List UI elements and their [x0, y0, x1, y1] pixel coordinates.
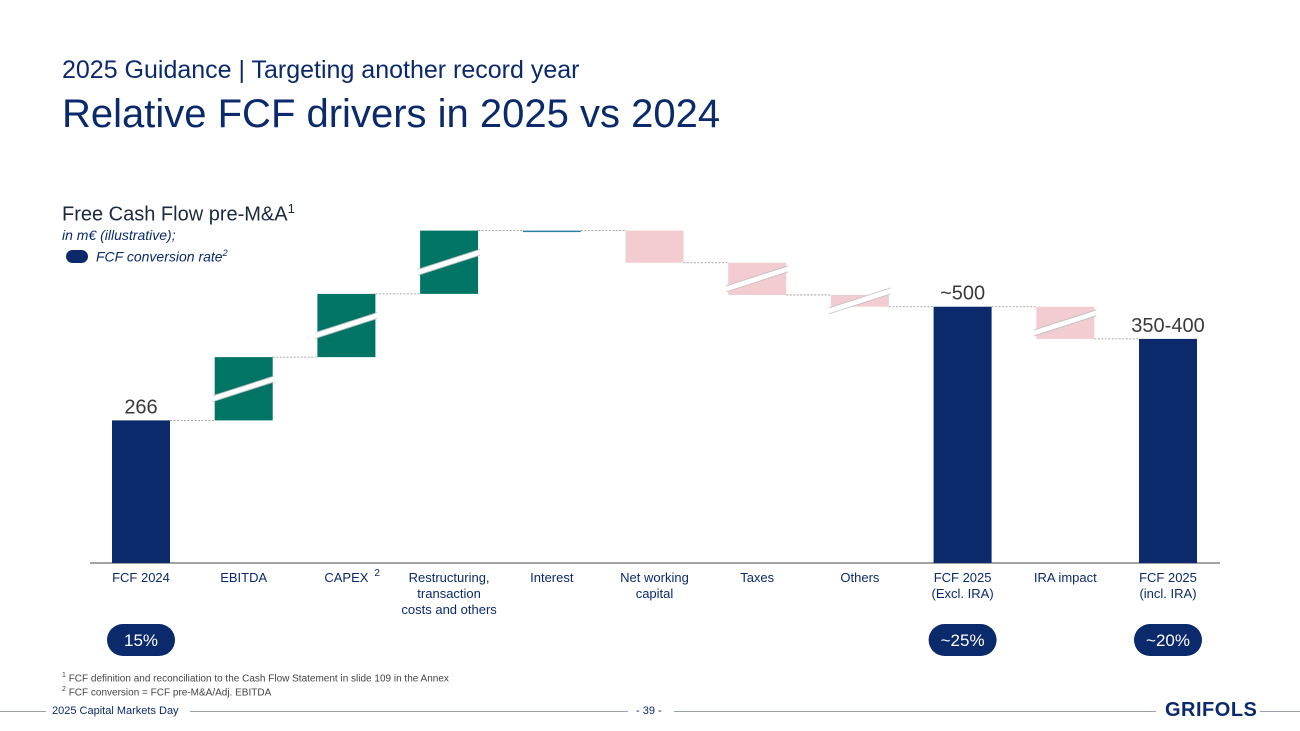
axis-break-mark — [315, 312, 378, 333]
footnote-1: 1 FCF definition and reconciliation to t… — [62, 672, 449, 684]
category-label-line: FCF 2025 — [934, 570, 992, 585]
legend-label-text: FCF conversion rate — [96, 248, 223, 265]
axis-break-mark — [315, 318, 378, 339]
axis-break-mark — [314, 313, 379, 338]
footnote-2-text: FCF conversion = FCF pre-M&A/Adj. EBITDA — [68, 687, 272, 699]
category-label-line: CAPEX — [324, 570, 368, 585]
legend-marker — [66, 249, 88, 263]
category-label: Interest — [530, 570, 574, 585]
footer-rule-center-left — [190, 711, 628, 712]
axis-break-mark — [725, 266, 789, 292]
footnote-2: 2 FCF conversion = FCF pre-M&A/Adj. EBIT… — [62, 686, 271, 698]
chart-heading: Free Cash Flow pre-M&A1 — [62, 201, 295, 227]
axis-break-mark — [211, 376, 276, 402]
conversion-rate-pill — [1134, 624, 1202, 656]
bar-value-label: 266 — [124, 396, 157, 418]
category-label: Restructuring, transaction costs and other… — [401, 570, 497, 617]
footnote-2-ref: 2 — [62, 686, 66, 693]
axis-break-mark — [828, 293, 892, 315]
footnote-1-ref: 1 — [62, 672, 66, 679]
footer-event: 2025 Capital Markets Day — [52, 705, 179, 717]
category-label-line: (Excl. IRA) — [932, 586, 994, 601]
bar-value-label: ~500 — [940, 283, 985, 305]
axis-break-mark — [417, 254, 481, 276]
axis-break-mark — [1034, 315, 1097, 337]
axis-break-mark — [726, 271, 789, 293]
category-label-line: Restructuring, — [409, 570, 490, 585]
chart-heading-text: Free Cash Flow pre-M&A — [62, 203, 288, 226]
axis-break-mark — [828, 288, 892, 314]
category-label: EBITDA — [220, 570, 267, 585]
category-label: Net working capital — [620, 570, 689, 601]
category-label-line: capital — [636, 586, 674, 601]
category-label: Others — [840, 570, 880, 585]
category-footnote-ref: 2 — [374, 568, 380, 579]
axis-break-mark — [212, 381, 275, 403]
category-label: FCF 2025 (incl. IRA) — [1139, 570, 1197, 601]
axis-break-mark — [417, 249, 481, 275]
category-label: CAPEX — [324, 570, 368, 585]
conversion-rate-pill — [107, 624, 175, 656]
footer-rule-right — [1260, 711, 1300, 712]
footnote-1-text: FCF definition and reconciliation to the… — [68, 673, 449, 685]
category-label-line: Others — [840, 570, 880, 585]
category-label: FCF 2024 — [112, 570, 170, 585]
grifols-logo: GRIFOLS — [1165, 699, 1258, 721]
waterfall-bar — [112, 420, 170, 563]
category-label-line: Taxes — [740, 570, 774, 585]
conversion-rate-label: 15% — [124, 631, 158, 650]
category-label-line: transaction — [417, 586, 481, 601]
category-label-line: Net working — [620, 570, 689, 585]
footer-rule-center-right — [674, 711, 1156, 712]
chart-heading-footnote-ref: 1 — [287, 201, 295, 216]
category-label-line: IRA impact — [1034, 570, 1097, 585]
waterfall-bar — [933, 306, 992, 563]
page-number: - 39 - — [636, 705, 662, 717]
axis-break-mark — [726, 265, 789, 287]
waterfall-bar — [625, 230, 684, 263]
conversion-rate-label: ~25% — [941, 631, 985, 650]
axis-break-mark — [1034, 309, 1097, 331]
waterfall-bar — [1139, 338, 1197, 563]
category-label: IRA impact — [1034, 570, 1097, 585]
category-label: Taxes — [740, 570, 774, 585]
axis-break-mark — [1033, 310, 1098, 336]
legend: FCF conversion rate2 — [66, 248, 228, 265]
axis-break-mark — [417, 248, 481, 270]
footer-rule-left — [0, 711, 46, 712]
category-label-line: costs and others — [401, 602, 497, 617]
category-label-line: FCF 2024 — [112, 570, 170, 585]
legend-footnote-ref: 2 — [222, 248, 228, 258]
category-label-line: Interest — [530, 570, 574, 585]
page-title: Relative FCF drivers in 2025 vs 2024 — [62, 92, 721, 136]
conversion-rate-pill — [928, 624, 997, 656]
page-subtitle: 2025 Guidance | Targeting another record… — [62, 56, 580, 84]
category-label-line: EBITDA — [220, 570, 267, 585]
axis-break-mark — [828, 287, 892, 309]
axis-break-mark — [212, 375, 275, 397]
conversion-rate-label: ~20% — [1146, 631, 1190, 650]
bar-value-label: 350-400 — [1131, 315, 1204, 337]
category-label-line: (incl. IRA) — [1139, 586, 1196, 601]
legend-label: FCF conversion rate2 — [96, 248, 228, 265]
category-label: FCF 2025 (Excl. IRA) — [932, 570, 994, 601]
category-label-line: FCF 2025 — [1139, 570, 1197, 585]
waterfall-bar — [522, 230, 581, 233]
chart-units: in m€ (illustrative); — [62, 227, 176, 243]
